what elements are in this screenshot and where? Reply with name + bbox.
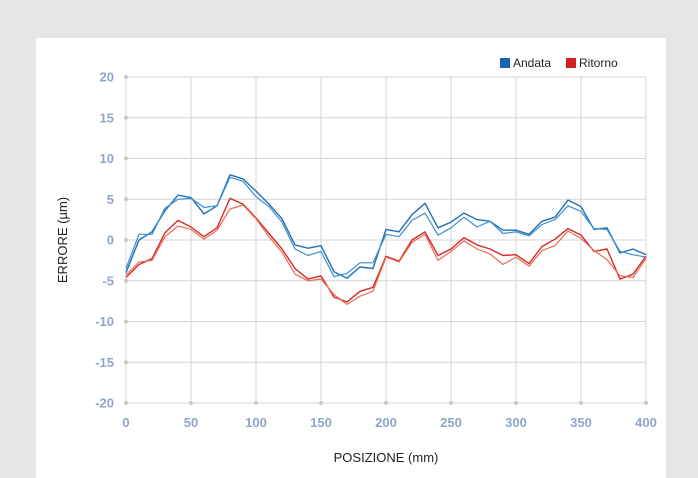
data-lines [125,174,647,305]
y-tick-mark [124,278,128,283]
x-tick-mark [514,401,518,405]
legend-swatch-ritorno [566,58,576,68]
x-tick-mark [579,401,583,405]
chart-panel [36,38,666,478]
y-tick-mark [124,197,128,202]
series-line-ritorno-1 [125,197,647,303]
y-tick-label: -5 [102,273,114,288]
grid-lines [125,76,647,404]
x-tick-label: 400 [635,415,657,430]
x-tick-label: 350 [570,415,592,430]
series-line-andata-1 [125,174,647,279]
y-tick-label: 10 [100,151,114,166]
x-tick-label: 150 [310,415,332,430]
x-tick-label: 0 [122,415,129,430]
x-tick-mark [449,401,453,405]
y-tick-label: -20 [95,396,114,411]
y-tick-mark [124,75,128,79]
x-tick-mark [254,401,258,405]
x-tick-mark [644,401,648,405]
y-tick-label: 20 [100,70,114,85]
x-tick-mark [124,401,128,405]
y-tick-label: -10 [95,314,114,329]
y-tick-mark [124,156,128,161]
y-tick-mark [124,238,128,242]
series-line-andata-2 [125,176,647,278]
y-tick-label: -15 [95,355,114,370]
y-axis-title: ERRORE (µm) [55,197,70,283]
x-tick-mark [189,401,193,405]
y-tick-labels: 20 15 10 5 0 -5 -10 -15 -20 [95,70,128,411]
y-tick-mark [124,360,128,365]
legend-label-ritorno: Ritorno [579,56,618,70]
x-tick-label: 100 [245,415,267,430]
y-tick-label: 5 [107,192,114,207]
x-tick-label: 300 [505,415,527,430]
legend-swatch-andata [500,58,510,68]
x-tick-label: 200 [375,415,397,430]
y-tick-mark [124,319,128,324]
x-axis-title: POSIZIONE (mm) [334,450,439,465]
x-tick-label: 250 [440,415,462,430]
y-tick-mark [124,115,128,120]
x-tick-labels: 0 50 100 150 200 250 300 350 400 [122,401,657,430]
x-tick-label: 50 [184,415,198,430]
x-tick-mark [319,401,323,405]
x-tick-mark [384,401,388,405]
y-tick-label: 0 [107,233,114,248]
legend: Andata Ritorno [500,56,618,70]
legend-label-andata: Andata [513,56,551,70]
y-tick-label: 15 [100,110,114,125]
series-line-ritorno-2 [125,204,647,305]
